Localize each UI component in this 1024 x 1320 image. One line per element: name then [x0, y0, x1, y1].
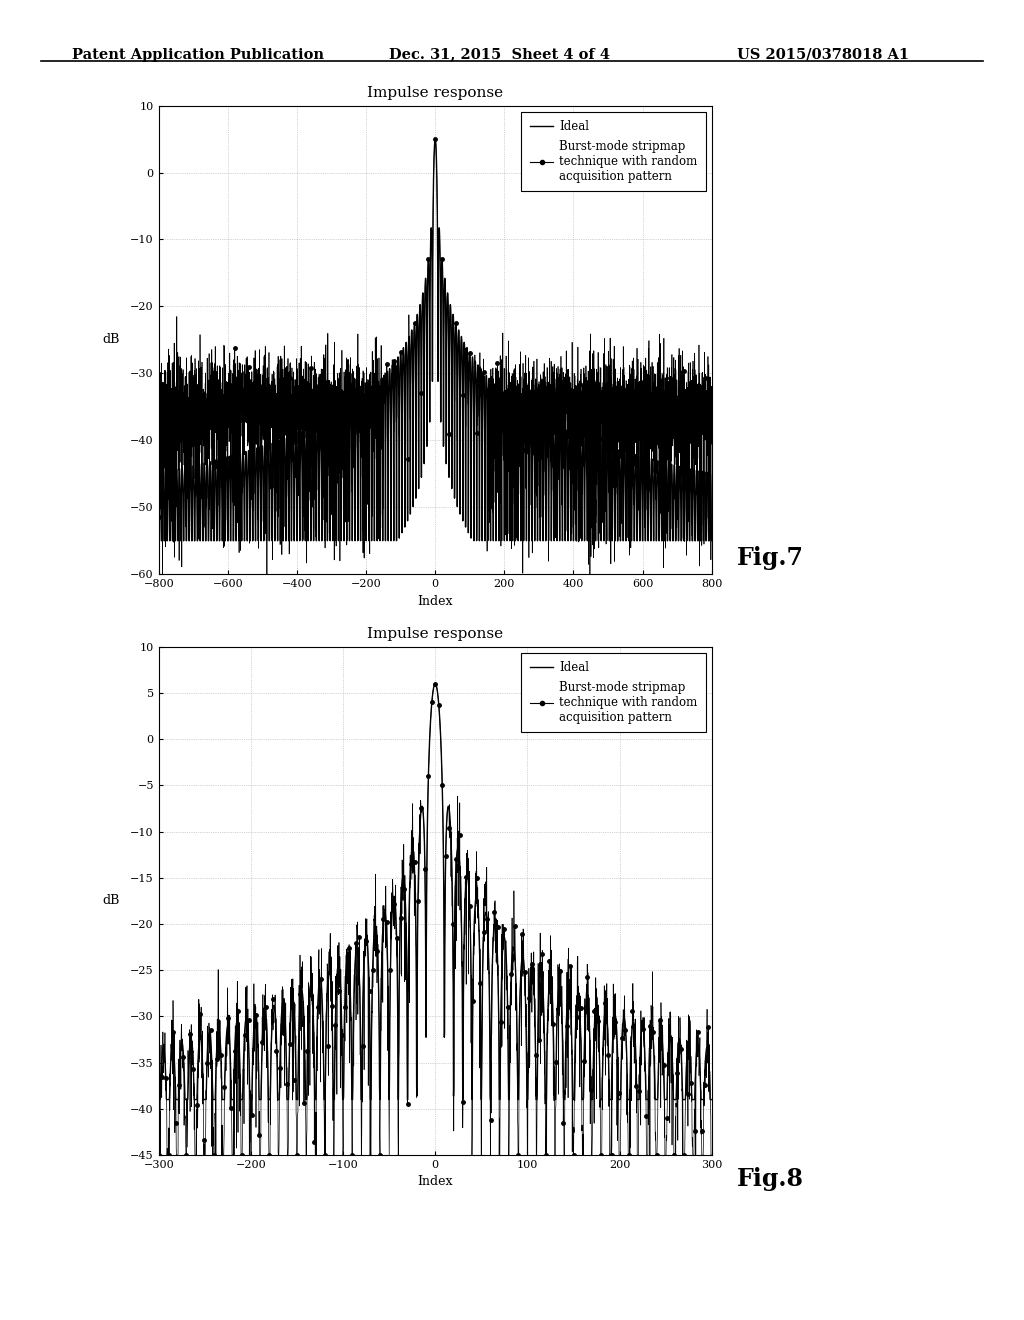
Text: US 2015/0378018 A1: US 2015/0378018 A1: [737, 48, 909, 62]
Legend: Ideal, Burst-mode stripmap
technique with random
acquisition pattern: Ideal, Burst-mode stripmap technique wit…: [521, 652, 706, 733]
Title: Impulse response: Impulse response: [368, 86, 503, 100]
X-axis label: Index: Index: [418, 1175, 453, 1188]
Legend: Ideal, Burst-mode stripmap
technique with random
acquisition pattern: Ideal, Burst-mode stripmap technique wit…: [521, 111, 706, 191]
Text: Dec. 31, 2015  Sheet 4 of 4: Dec. 31, 2015 Sheet 4 of 4: [389, 48, 610, 62]
Y-axis label: dB: dB: [102, 334, 120, 346]
Text: Fig.8: Fig.8: [737, 1167, 804, 1191]
Y-axis label: dB: dB: [102, 895, 120, 907]
Text: Fig.7: Fig.7: [737, 546, 804, 570]
Title: Impulse response: Impulse response: [368, 627, 503, 642]
Text: Patent Application Publication: Patent Application Publication: [72, 48, 324, 62]
X-axis label: Index: Index: [418, 594, 453, 607]
